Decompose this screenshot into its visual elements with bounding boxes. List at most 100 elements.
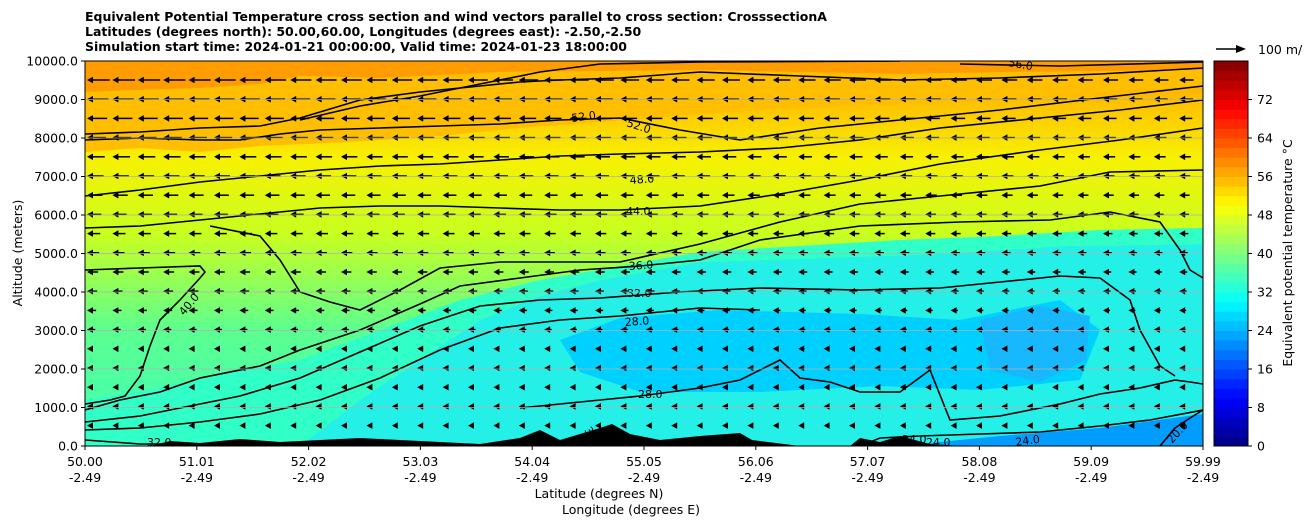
wind-arrow bbox=[391, 364, 398, 372]
terrain bbox=[150, 424, 800, 446]
wind-arrow bbox=[722, 383, 728, 391]
x-axis: 50.00-2.4951.01-2.4952.02-2.4953.03-2.49… bbox=[67, 446, 1221, 485]
wind-arrow bbox=[645, 364, 652, 372]
wind-arrow bbox=[518, 172, 534, 180]
wind-arrow bbox=[315, 115, 335, 122]
wind-arrow bbox=[112, 191, 128, 199]
wind-arrow bbox=[1179, 403, 1186, 410]
wind-arrow bbox=[1052, 76, 1068, 84]
wind-arrow bbox=[950, 287, 959, 295]
wind-arrow bbox=[315, 211, 329, 218]
wind-arrow bbox=[1153, 345, 1160, 353]
wind-arrow bbox=[1179, 249, 1188, 257]
wind-arrow bbox=[798, 345, 805, 353]
x-axis-label: Latitude (degrees N) bbox=[535, 486, 664, 501]
wind-arrow bbox=[1153, 383, 1160, 391]
wind-arrow bbox=[899, 76, 917, 84]
wind-arrow bbox=[468, 153, 484, 161]
y-tick-label: 6000.0 bbox=[34, 208, 78, 223]
wind-arrow bbox=[87, 287, 98, 295]
wind-arrow bbox=[645, 249, 657, 257]
wind-arrow bbox=[239, 287, 250, 295]
wind-arrow bbox=[366, 230, 379, 237]
wind-arrow bbox=[1077, 249, 1087, 257]
x-tick-label-lon: -2.49 bbox=[1075, 470, 1107, 485]
wind-arrow bbox=[899, 403, 906, 410]
wind-arrow bbox=[1001, 249, 1011, 257]
wind-arrow bbox=[239, 211, 254, 218]
wind-arrow bbox=[544, 76, 564, 84]
wind-arrow bbox=[772, 191, 786, 199]
wind-arrow bbox=[366, 153, 383, 161]
wind-arrow bbox=[747, 249, 758, 257]
colorbar-segment bbox=[1214, 292, 1248, 303]
wind-arrow bbox=[442, 287, 452, 295]
wind-arrow bbox=[163, 211, 178, 218]
wind-arrow bbox=[1103, 307, 1111, 314]
wind-arrow bbox=[823, 268, 833, 276]
wind-arrow bbox=[823, 153, 838, 161]
wind-arrow bbox=[112, 230, 126, 237]
wind-arrow bbox=[163, 191, 179, 199]
wind-arrow bbox=[747, 326, 755, 333]
wind-arrow bbox=[645, 403, 652, 410]
wind-arrow bbox=[849, 230, 860, 237]
wind-arrow bbox=[442, 268, 453, 276]
wind-arrow bbox=[722, 326, 730, 333]
colorbar-tick-label: 8 bbox=[1257, 400, 1265, 415]
wind-arrow bbox=[772, 307, 781, 314]
colorbar-segment bbox=[1214, 359, 1248, 370]
wind-arrow bbox=[925, 115, 940, 122]
wind-arrow bbox=[290, 307, 299, 314]
wind-arrow bbox=[950, 115, 966, 122]
wind-arrow bbox=[696, 249, 707, 257]
wind-arrow bbox=[849, 345, 856, 353]
wind-arrow bbox=[1179, 115, 1193, 122]
wind-arrow bbox=[1001, 422, 1008, 429]
wind-arrow bbox=[366, 76, 388, 84]
wind-arrow bbox=[1001, 191, 1013, 199]
wind-arrow bbox=[671, 249, 682, 257]
x-tick-label-lon: -2.49 bbox=[69, 470, 101, 485]
wind-arrow bbox=[214, 249, 226, 257]
wind-arrow bbox=[264, 153, 282, 161]
wind-arrow bbox=[163, 230, 177, 237]
wind-arrow bbox=[1128, 326, 1135, 333]
wind-arrow bbox=[696, 268, 706, 276]
wind-arrow bbox=[1179, 287, 1187, 295]
wind-arrow bbox=[1052, 211, 1063, 218]
chart-title: Equivalent Potential Temperature cross s… bbox=[85, 9, 827, 54]
wind-arrow bbox=[671, 115, 688, 122]
wind-arrow bbox=[1103, 191, 1114, 199]
wind-arrow bbox=[544, 249, 555, 257]
wind-arrow bbox=[569, 326, 577, 333]
wind-arrow bbox=[468, 191, 482, 199]
wind-arrow bbox=[163, 422, 170, 429]
wind-arrow bbox=[366, 345, 373, 353]
wind-arrow bbox=[315, 287, 326, 295]
wind-arrow bbox=[239, 345, 246, 353]
wind-arrow bbox=[976, 287, 984, 295]
wind-arrow bbox=[1153, 422, 1160, 429]
wind-arrow bbox=[1052, 172, 1064, 180]
wind-arrow bbox=[442, 211, 456, 218]
x-tick-label-lat: 51.01 bbox=[179, 454, 215, 469]
colorbar-segment bbox=[1214, 263, 1248, 274]
wind-arrow bbox=[696, 211, 709, 218]
wind-arrow bbox=[823, 383, 830, 391]
wind-arrow bbox=[899, 172, 913, 180]
wind-arrow bbox=[595, 422, 601, 429]
wind-arrow bbox=[442, 364, 449, 372]
y-tick-label: 7000.0 bbox=[34, 169, 78, 184]
wind-arrow bbox=[899, 230, 911, 237]
colorbar-segment bbox=[1214, 311, 1248, 322]
wind-arrow bbox=[391, 115, 411, 122]
wind-arrow bbox=[772, 403, 779, 410]
wind-arrow bbox=[1077, 364, 1084, 372]
contour-label-28-b: 28.0 bbox=[638, 388, 663, 401]
wind-arrow bbox=[950, 249, 960, 257]
wind-arrow bbox=[442, 422, 449, 429]
wind-arrow bbox=[112, 422, 119, 429]
wind-arrow bbox=[239, 249, 252, 257]
wind-arrow bbox=[620, 364, 627, 372]
